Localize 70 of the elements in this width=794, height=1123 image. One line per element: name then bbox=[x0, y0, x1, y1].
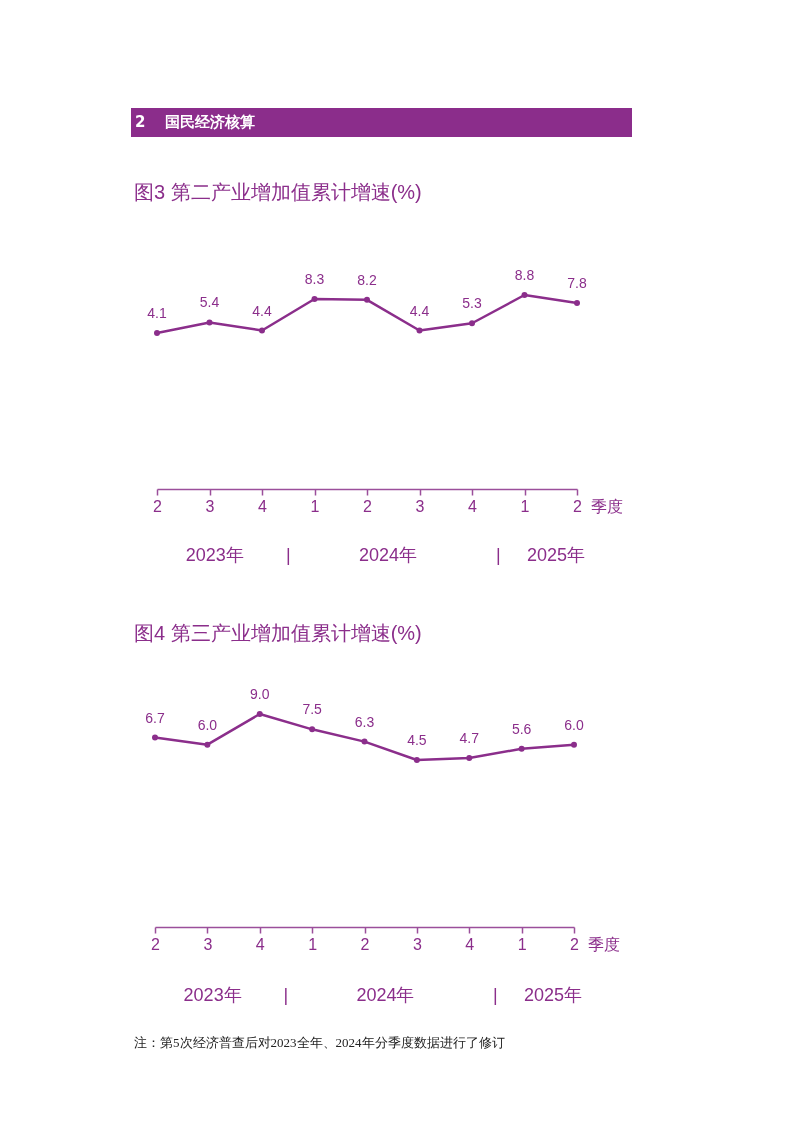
data-label: 7.5 bbox=[302, 701, 323, 718]
data-label: 6.3 bbox=[354, 713, 375, 730]
x-tick-label: 1 bbox=[520, 497, 530, 515]
text: | bbox=[495, 545, 501, 565]
text: 2023年 bbox=[183, 985, 242, 1005]
x-tick-label: 3 bbox=[412, 935, 422, 953]
point bbox=[574, 300, 580, 307]
text: | bbox=[285, 545, 291, 565]
data-label: 4.4 bbox=[409, 302, 430, 319]
point bbox=[469, 320, 475, 327]
x-axis-title: 季度 bbox=[587, 935, 620, 953]
x-tick-label: 2 bbox=[570, 935, 580, 953]
text: 注：第5次经济普查后对2023全年、2024年分季度数据进行了修订 bbox=[134, 1035, 505, 1050]
data-label: 6.0 bbox=[197, 716, 218, 733]
x-tick-label: 4 bbox=[468, 497, 478, 515]
x-axis-title: 季度 bbox=[590, 497, 623, 515]
point bbox=[259, 327, 265, 334]
data-label: 7.8 bbox=[567, 275, 587, 292]
x-tick-label: 4 bbox=[255, 935, 265, 953]
data-label: 8.2 bbox=[357, 271, 377, 288]
text: 2 国民经济核算 bbox=[131, 108, 632, 137]
point bbox=[361, 738, 368, 745]
x-tick-label: 2 bbox=[573, 497, 583, 515]
x-tick-label: 3 bbox=[205, 497, 215, 515]
data-label: 8.8 bbox=[514, 267, 535, 283]
x-tick-label: 4 bbox=[258, 497, 268, 515]
data-label: 5.4 bbox=[199, 294, 220, 311]
point bbox=[521, 292, 528, 298]
x-tick-label: 1 bbox=[517, 935, 527, 953]
point bbox=[416, 327, 423, 334]
text: 2024年 bbox=[356, 985, 415, 1005]
point bbox=[364, 296, 370, 303]
data-label: 6.7 bbox=[145, 709, 165, 726]
x-tick-label: 2 bbox=[151, 935, 161, 953]
data-label: 4.7 bbox=[459, 729, 480, 746]
point bbox=[466, 754, 473, 761]
point bbox=[571, 741, 577, 748]
point bbox=[204, 741, 211, 748]
data-label: 4.1 bbox=[147, 304, 167, 321]
x-tick-label: 2 bbox=[153, 497, 163, 515]
point bbox=[256, 711, 263, 717]
data-label: 8.3 bbox=[304, 271, 325, 288]
x-tick-label: 1 bbox=[310, 497, 320, 515]
point bbox=[413, 757, 420, 763]
data-label: 4.4 bbox=[252, 302, 272, 319]
x-tick-label: 4 bbox=[465, 935, 475, 953]
data-label: 9.0 bbox=[250, 686, 270, 702]
text: 2024年 bbox=[358, 545, 418, 565]
data-label: 4.5 bbox=[407, 732, 427, 748]
text: 2023年 bbox=[185, 545, 244, 565]
point bbox=[152, 734, 158, 741]
text: | bbox=[493, 985, 498, 1005]
x-tick-label: 3 bbox=[415, 497, 425, 515]
chart-title: 图3 第二产业增加值累计增速(%) bbox=[134, 181, 422, 203]
data-label: 6.0 bbox=[564, 716, 584, 733]
chart-title: 图4 第三产业增加值累计增速(%) bbox=[134, 622, 422, 644]
data-label: 5.6 bbox=[511, 720, 532, 737]
data-label: 5.3 bbox=[462, 295, 482, 312]
point bbox=[206, 319, 213, 326]
text: | bbox=[283, 985, 289, 1005]
x-tick-label: 1 bbox=[308, 935, 318, 953]
text: 2025年 bbox=[526, 545, 586, 565]
point bbox=[518, 745, 525, 752]
x-tick-label: 2 bbox=[360, 935, 370, 953]
text: 2025年 bbox=[524, 985, 583, 1005]
x-tick-label: 2 bbox=[363, 497, 373, 515]
point bbox=[309, 726, 316, 733]
x-tick-label: 3 bbox=[203, 935, 213, 953]
point bbox=[154, 329, 160, 336]
point bbox=[311, 296, 318, 303]
